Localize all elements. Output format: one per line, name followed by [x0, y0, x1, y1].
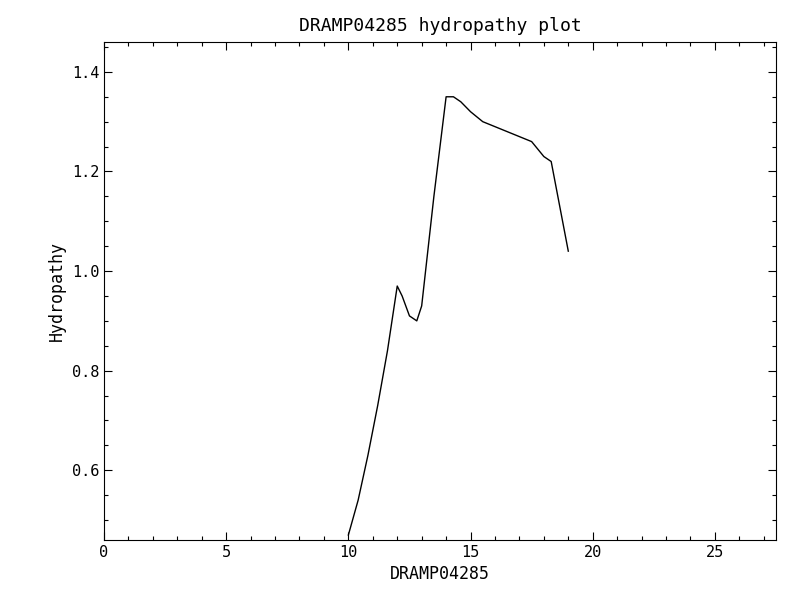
Y-axis label: Hydropathy: Hydropathy [48, 241, 66, 341]
X-axis label: DRAMP04285: DRAMP04285 [390, 565, 490, 583]
Title: DRAMP04285 hydropathy plot: DRAMP04285 hydropathy plot [298, 17, 582, 35]
